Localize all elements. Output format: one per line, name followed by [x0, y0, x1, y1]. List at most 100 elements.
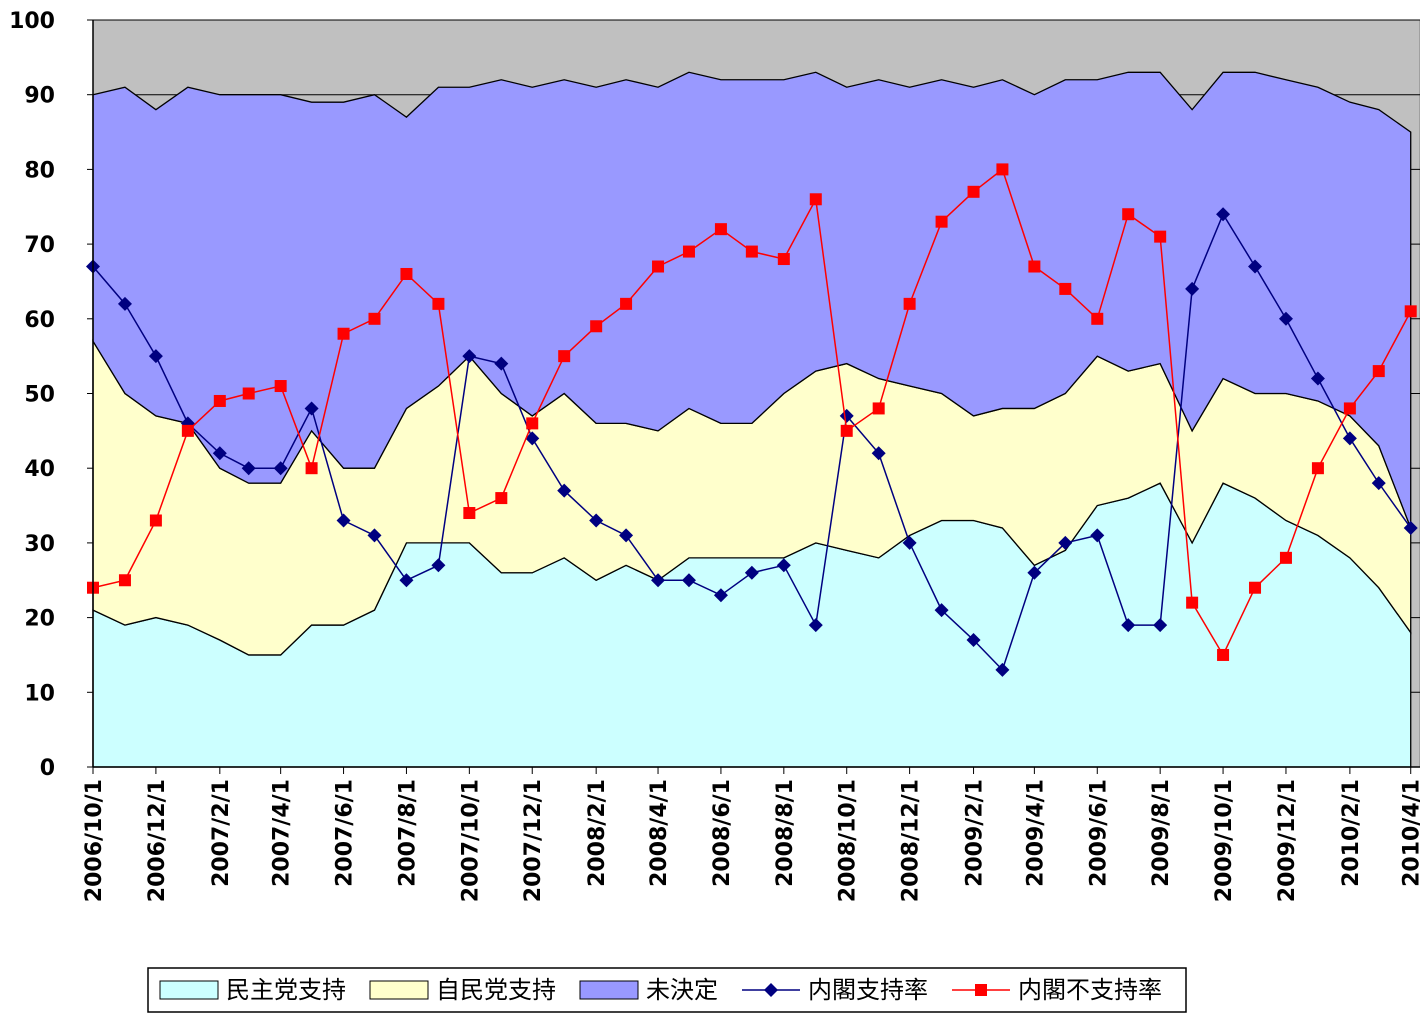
marker — [1371, 476, 1386, 491]
marker — [744, 565, 759, 580]
legend-box — [147, 967, 1187, 1013]
marker — [1122, 208, 1135, 221]
marker — [1279, 551, 1292, 564]
marker — [1248, 259, 1263, 274]
legend-label: 未決定 — [646, 976, 718, 1004]
marker — [840, 424, 853, 437]
legend-label: 民主党支持 — [226, 976, 346, 1004]
marker — [902, 535, 917, 550]
marker — [148, 349, 163, 364]
marker — [1153, 618, 1168, 633]
marker — [872, 402, 885, 415]
marker — [682, 245, 695, 258]
marker — [525, 431, 540, 446]
y-tick-label: 20 — [24, 607, 55, 632]
x-tick-label: 2007/6/1 — [333, 779, 358, 887]
legend-label: 内閣不支持率 — [1018, 976, 1162, 1004]
legend: 民主党支持 自民党支持 未決定 内閣支持率 内閣不支持率 — [147, 967, 1187, 1013]
marker — [305, 462, 318, 475]
marker — [117, 296, 132, 311]
marker — [903, 297, 916, 310]
marker — [557, 483, 572, 498]
y-tick-label: 80 — [24, 158, 55, 183]
marker — [431, 558, 446, 573]
x-tick-label: 2008/8/1 — [773, 779, 798, 887]
marker — [494, 356, 509, 371]
marker — [1342, 431, 1357, 446]
marker — [336, 513, 351, 528]
marker — [590, 320, 603, 333]
marker — [966, 633, 981, 648]
y-tick-label: 40 — [24, 457, 55, 482]
marker — [934, 603, 949, 618]
marker — [368, 312, 381, 325]
y-tick-label: 50 — [24, 383, 55, 408]
marker — [681, 573, 696, 588]
marker — [526, 417, 539, 430]
marker — [1216, 207, 1231, 222]
marker — [967, 185, 980, 198]
x-tick-label: 2007/8/1 — [395, 779, 420, 887]
marker — [367, 528, 382, 543]
marker — [1059, 282, 1072, 295]
x-tick-label: 2007/2/1 — [209, 779, 234, 887]
marker — [463, 507, 476, 520]
marker — [714, 223, 727, 236]
marker — [808, 618, 823, 633]
marker — [713, 588, 728, 603]
marker — [745, 245, 758, 258]
marker — [242, 387, 255, 400]
marker — [1186, 596, 1199, 609]
marker — [776, 558, 791, 573]
legend-swatch — [369, 980, 429, 1000]
x-tick-label: 2009/4/1 — [1023, 779, 1048, 887]
marker — [181, 424, 194, 437]
marker — [1121, 618, 1136, 633]
marker — [1154, 230, 1167, 243]
marker — [1028, 260, 1041, 273]
marker — [589, 513, 604, 528]
x-tick-label: 2010/4/1 — [1400, 779, 1420, 887]
marker — [399, 573, 414, 588]
x-tick-label: 2008/10/1 — [836, 779, 861, 902]
y-tick-label: 100 — [9, 9, 55, 34]
y-tick-label: 90 — [24, 84, 55, 109]
marker — [1027, 565, 1042, 580]
x-tick-label: 2007/10/1 — [458, 779, 483, 902]
marker — [1185, 281, 1200, 296]
marker — [304, 401, 319, 416]
marker — [652, 260, 665, 273]
marker — [995, 662, 1010, 677]
marker — [1310, 371, 1325, 386]
legend-marker — [975, 984, 987, 996]
marker — [149, 514, 162, 527]
legend-marker — [764, 983, 778, 997]
x-tick-label: 2009/6/1 — [1086, 779, 1111, 887]
y-tick-label: 60 — [24, 308, 55, 333]
marker — [1090, 528, 1105, 543]
x-tick-label: 2008/4/1 — [647, 779, 672, 887]
y-tick-label: 0 — [40, 756, 55, 781]
marker — [1403, 520, 1418, 535]
marker — [1372, 365, 1385, 378]
marker — [777, 253, 790, 266]
marker — [1343, 402, 1356, 415]
x-tick-label: 2009/10/1 — [1212, 779, 1237, 902]
marker — [1249, 581, 1262, 594]
y-tick-label: 10 — [24, 681, 55, 706]
marker — [651, 573, 666, 588]
marker — [495, 492, 508, 505]
x-tick-label: 2007/12/1 — [521, 779, 546, 902]
marker — [839, 408, 854, 423]
marker — [118, 574, 131, 587]
x-tick-label: 2006/10/1 — [82, 779, 107, 902]
marker — [432, 297, 445, 310]
marker — [212, 446, 227, 461]
marker — [1217, 648, 1230, 661]
legend-label: 自民党支持 — [436, 976, 556, 1004]
legend-label: 内閣支持率 — [808, 976, 928, 1004]
marker — [935, 215, 948, 228]
marker — [274, 380, 287, 393]
marker — [241, 461, 256, 476]
